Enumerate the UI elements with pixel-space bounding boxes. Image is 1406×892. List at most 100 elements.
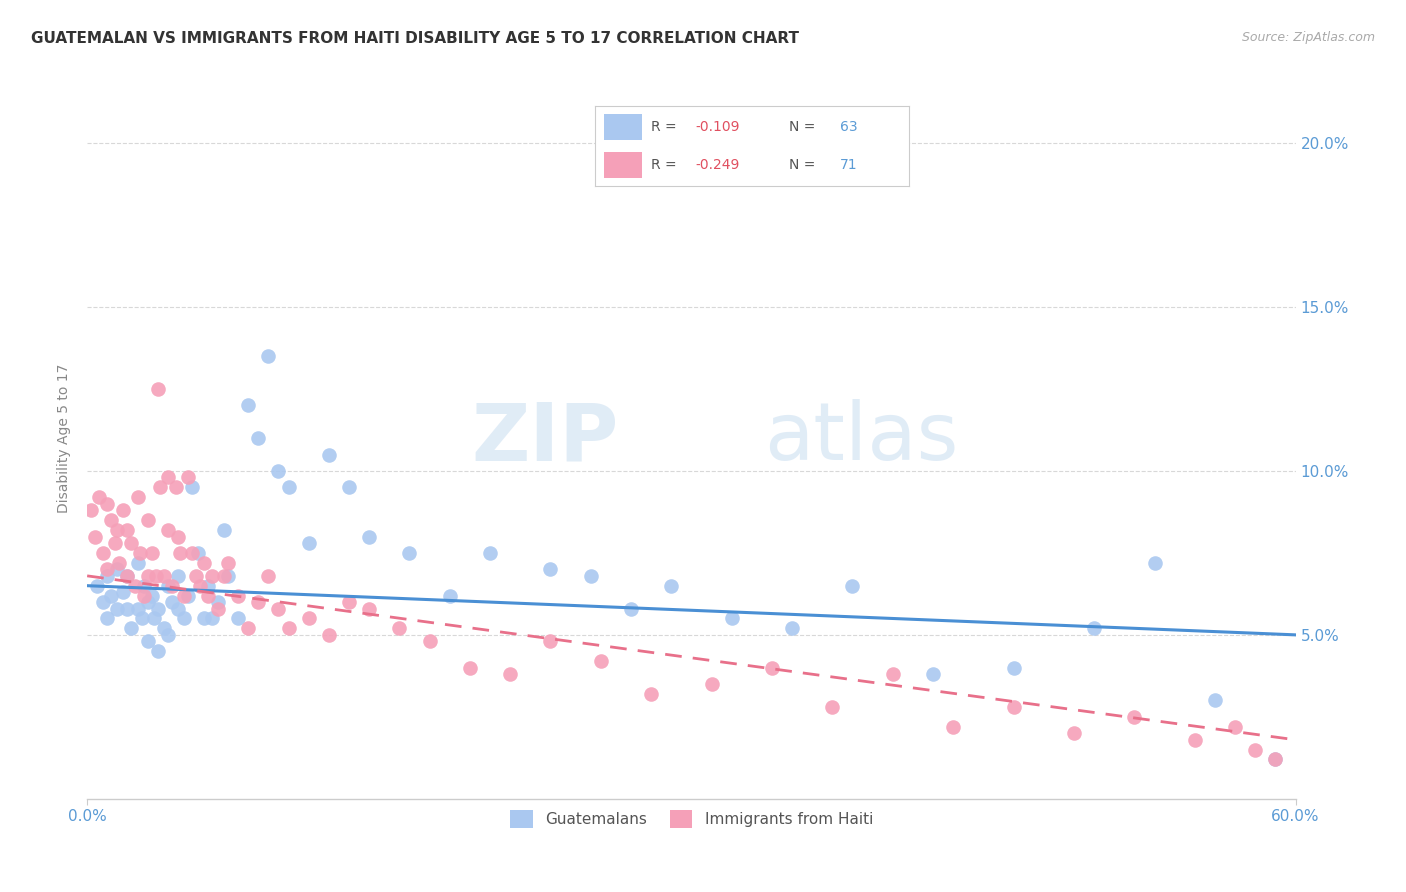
Point bbox=[127, 556, 149, 570]
Point bbox=[166, 569, 188, 583]
Point bbox=[277, 621, 299, 635]
Point bbox=[105, 562, 128, 576]
Point bbox=[117, 601, 139, 615]
Point bbox=[188, 579, 211, 593]
Point bbox=[821, 700, 844, 714]
Point bbox=[579, 569, 602, 583]
Point bbox=[1123, 710, 1146, 724]
Point bbox=[142, 611, 165, 625]
Point bbox=[132, 589, 155, 603]
Point bbox=[104, 536, 127, 550]
Point bbox=[112, 585, 135, 599]
Point bbox=[105, 601, 128, 615]
Point bbox=[117, 569, 139, 583]
Point bbox=[538, 562, 561, 576]
Point bbox=[152, 569, 174, 583]
Point bbox=[156, 470, 179, 484]
Point bbox=[121, 621, 143, 635]
Point bbox=[197, 579, 219, 593]
Point bbox=[589, 654, 612, 668]
Point bbox=[841, 579, 863, 593]
Point bbox=[105, 523, 128, 537]
Point bbox=[169, 546, 191, 560]
Point bbox=[96, 569, 118, 583]
Point bbox=[146, 644, 169, 658]
Point bbox=[298, 611, 321, 625]
Point bbox=[499, 667, 522, 681]
Point bbox=[156, 579, 179, 593]
Point bbox=[100, 589, 122, 603]
Point bbox=[359, 529, 381, 543]
Point bbox=[458, 661, 481, 675]
Point bbox=[620, 601, 643, 615]
Point bbox=[318, 448, 340, 462]
Point bbox=[238, 621, 260, 635]
Point bbox=[1143, 556, 1166, 570]
Point bbox=[156, 523, 179, 537]
Point bbox=[882, 667, 904, 681]
Point bbox=[131, 611, 153, 625]
Point bbox=[100, 513, 122, 527]
Point bbox=[132, 579, 155, 593]
Point bbox=[640, 687, 662, 701]
Point bbox=[439, 589, 461, 603]
Point bbox=[337, 480, 360, 494]
Point bbox=[112, 503, 135, 517]
Point bbox=[318, 628, 340, 642]
Point bbox=[91, 595, 114, 609]
Point bbox=[247, 595, 270, 609]
Point bbox=[700, 677, 723, 691]
Y-axis label: Disability Age 5 to 17: Disability Age 5 to 17 bbox=[58, 363, 72, 513]
Point bbox=[136, 513, 159, 527]
Point bbox=[226, 589, 249, 603]
Point bbox=[121, 536, 143, 550]
Point bbox=[108, 556, 131, 570]
Text: Source: ZipAtlas.com: Source: ZipAtlas.com bbox=[1241, 31, 1375, 45]
Point bbox=[1002, 661, 1025, 675]
Point bbox=[238, 398, 260, 412]
Point bbox=[1184, 732, 1206, 747]
Point bbox=[720, 611, 742, 625]
Point bbox=[80, 503, 103, 517]
Point bbox=[780, 621, 803, 635]
Text: atlas: atlas bbox=[763, 399, 959, 477]
Point bbox=[193, 556, 215, 570]
Point bbox=[247, 431, 270, 445]
Point bbox=[117, 523, 139, 537]
Point bbox=[166, 601, 188, 615]
Point bbox=[152, 621, 174, 635]
Point bbox=[1002, 700, 1025, 714]
Point bbox=[277, 480, 299, 494]
Point bbox=[538, 634, 561, 648]
Point bbox=[217, 569, 239, 583]
Point bbox=[212, 523, 235, 537]
Point bbox=[160, 595, 183, 609]
Legend: Guatemalans, Immigrants from Haiti: Guatemalans, Immigrants from Haiti bbox=[503, 804, 879, 835]
Point bbox=[141, 546, 163, 560]
Point bbox=[86, 579, 108, 593]
Point bbox=[257, 349, 280, 363]
Point bbox=[96, 497, 118, 511]
Point bbox=[478, 546, 501, 560]
Point bbox=[177, 470, 200, 484]
Point bbox=[96, 562, 118, 576]
Point bbox=[942, 720, 965, 734]
Point bbox=[156, 628, 179, 642]
Point bbox=[201, 569, 224, 583]
Point bbox=[197, 589, 219, 603]
Point bbox=[127, 601, 149, 615]
Point bbox=[1083, 621, 1105, 635]
Point bbox=[166, 529, 188, 543]
Point bbox=[761, 661, 783, 675]
Point bbox=[173, 611, 195, 625]
Point bbox=[207, 601, 229, 615]
Point bbox=[136, 569, 159, 583]
Point bbox=[124, 579, 146, 593]
Point bbox=[96, 611, 118, 625]
Point bbox=[1204, 693, 1226, 707]
Point bbox=[212, 569, 235, 583]
Text: ZIP: ZIP bbox=[471, 399, 619, 477]
Point bbox=[160, 579, 183, 593]
Text: GUATEMALAN VS IMMIGRANTS FROM HAITI DISABILITY AGE 5 TO 17 CORRELATION CHART: GUATEMALAN VS IMMIGRANTS FROM HAITI DISA… bbox=[31, 31, 799, 46]
Point bbox=[1264, 752, 1286, 766]
